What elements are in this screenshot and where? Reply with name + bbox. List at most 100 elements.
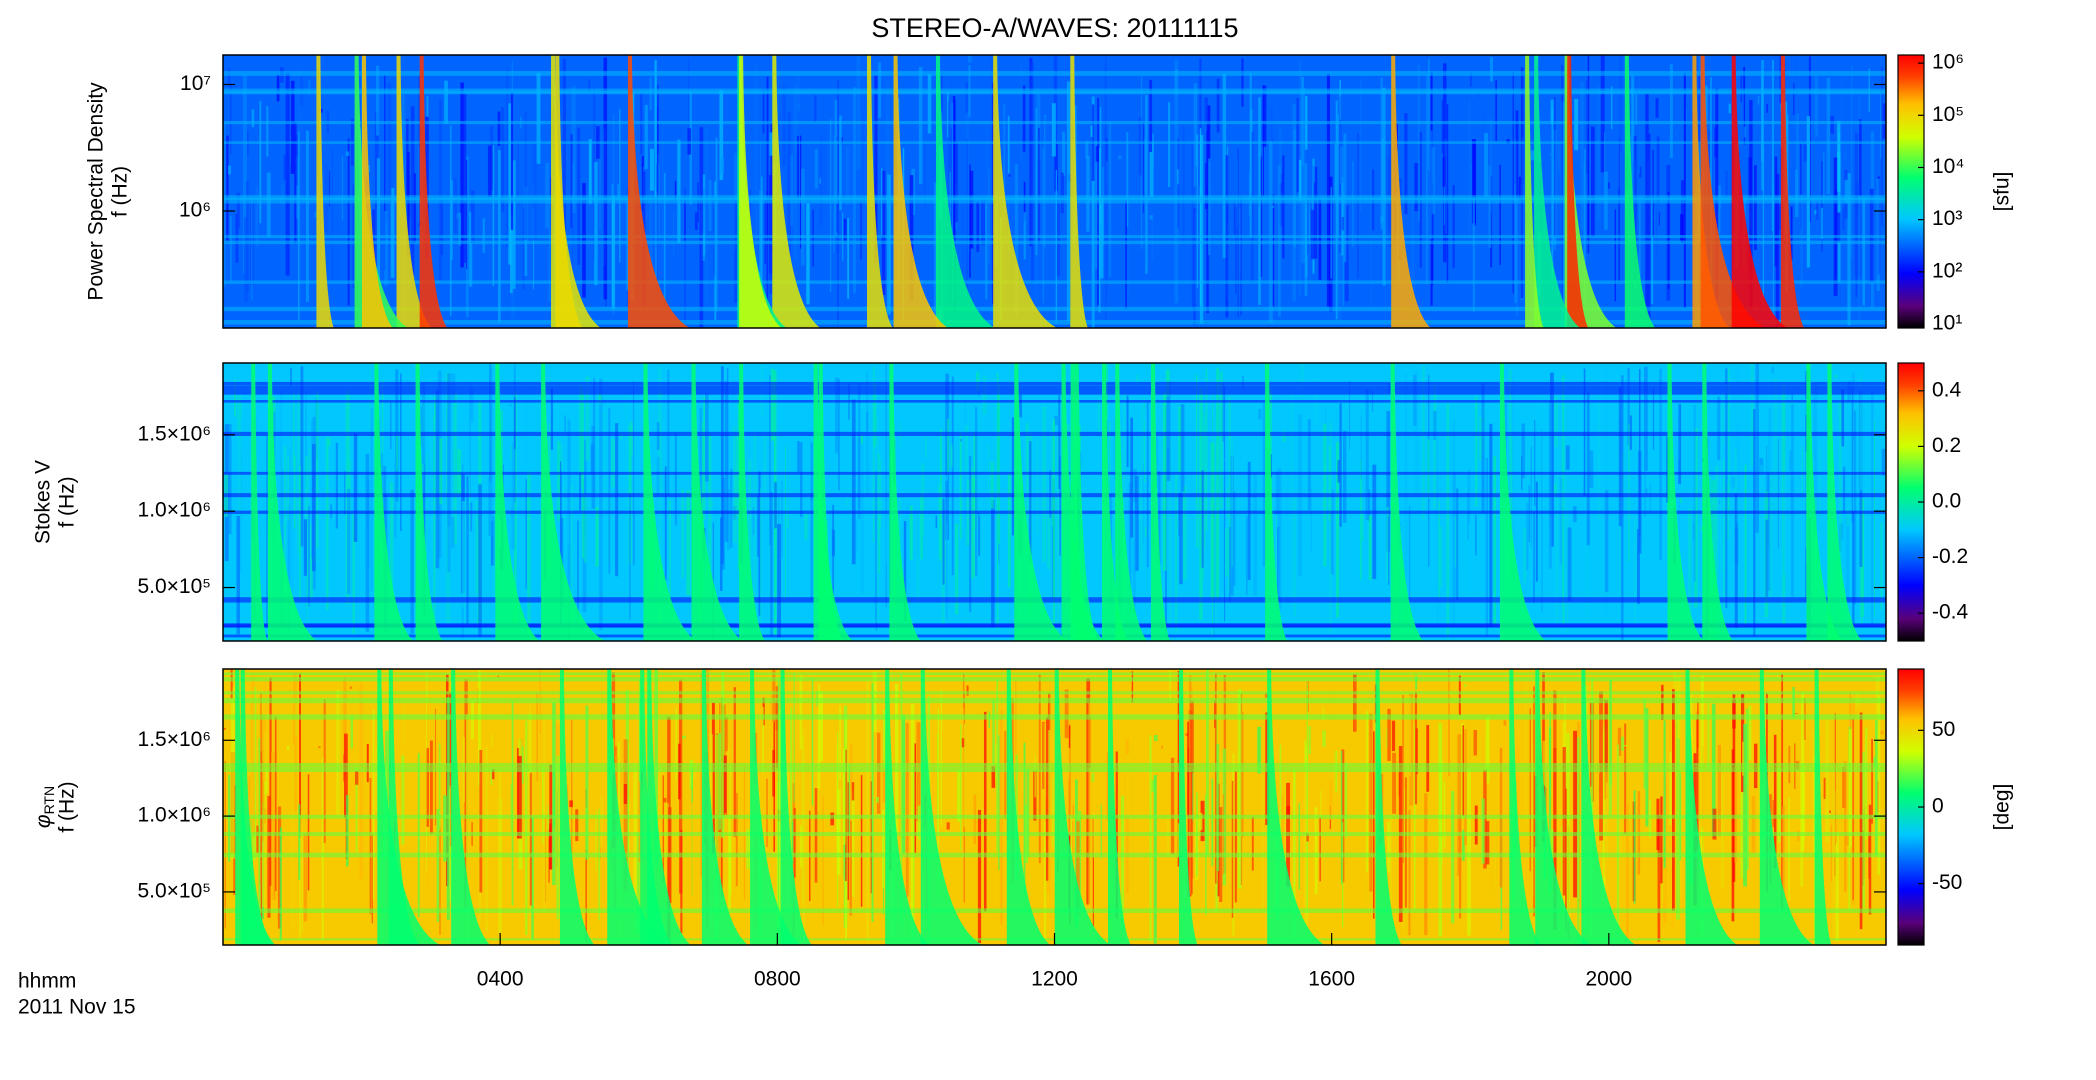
streak: [1298, 159, 1302, 201]
streak: [969, 170, 974, 249]
streak: [853, 86, 856, 294]
streak: [1555, 473, 1559, 626]
streak: [421, 382, 426, 538]
streak: [236, 515, 240, 635]
streak: [703, 396, 706, 520]
streak: [1204, 97, 1208, 123]
y-tick-label: 5.0×10⁵: [137, 879, 211, 902]
streak: [1873, 757, 1876, 768]
streak: [355, 767, 358, 853]
streak: [662, 775, 665, 882]
y-axis-label-symbol: φ: [32, 814, 55, 828]
burst: [1581, 669, 1636, 945]
streak: [385, 730, 389, 819]
streak: [944, 475, 948, 481]
streak: [426, 96, 429, 117]
streak: [1701, 771, 1705, 828]
streak: [960, 438, 962, 442]
streak: [1248, 172, 1251, 217]
streak: [644, 104, 648, 170]
streak: [1495, 80, 1498, 141]
streak: [292, 672, 297, 811]
streak: [1728, 103, 1731, 114]
streak: [849, 820, 852, 916]
streak: [1750, 363, 1754, 467]
band: [223, 597, 1886, 603]
streak: [491, 769, 495, 780]
streak: [1873, 420, 1875, 618]
streak: [985, 203, 988, 300]
streak: [1636, 529, 1640, 604]
streak: [1761, 60, 1765, 191]
streak: [1777, 767, 1781, 843]
streak: [1049, 680, 1051, 918]
streak: [633, 763, 638, 934]
streak: [1609, 679, 1612, 786]
streak: [872, 366, 875, 543]
streak: [462, 93, 467, 263]
streak: [527, 471, 531, 635]
streak: [510, 445, 512, 461]
streak: [1092, 818, 1094, 927]
streak: [318, 746, 321, 749]
streak: [1830, 115, 1835, 134]
streak: [1125, 200, 1127, 310]
streak: [506, 69, 509, 248]
streak: [228, 143, 231, 324]
streak: [725, 716, 728, 752]
streak: [1669, 64, 1673, 159]
burst: [1391, 55, 1431, 328]
streak: [599, 796, 604, 848]
burst: [1564, 55, 1617, 328]
streak: [913, 402, 917, 498]
streak: [236, 192, 240, 229]
streak: [1565, 788, 1567, 930]
streak: [1100, 804, 1102, 860]
streak: [1433, 384, 1437, 509]
streak: [1048, 693, 1051, 731]
streak: [1151, 780, 1155, 792]
burst: [251, 363, 268, 641]
streak: [1182, 485, 1187, 580]
burst: [739, 363, 766, 641]
colorbar-tick-label: -0.2: [1932, 545, 1968, 568]
streak: [775, 686, 779, 769]
streak: [1052, 419, 1056, 638]
streak: [1617, 727, 1622, 757]
streak: [460, 82, 464, 268]
streak: [1844, 761, 1847, 892]
streak: [1821, 161, 1823, 252]
streak: [1852, 510, 1855, 631]
streak: [251, 109, 255, 128]
streak: [1216, 744, 1220, 872]
streak: [1880, 93, 1882, 159]
streak: [1765, 519, 1769, 598]
streak: [969, 455, 972, 612]
streak: [800, 442, 803, 517]
streak: [1470, 163, 1473, 194]
streak: [547, 805, 549, 838]
streak: [708, 436, 712, 569]
streak: [228, 423, 232, 535]
streak: [335, 218, 339, 280]
streak: [390, 188, 395, 278]
streak: [303, 833, 308, 922]
streak: [1790, 206, 1793, 260]
streak: [714, 734, 719, 939]
streak: [1680, 180, 1685, 244]
streak: [810, 442, 813, 600]
streak: [1854, 133, 1859, 277]
streak: [336, 689, 340, 816]
streak: [641, 156, 644, 167]
streak: [1005, 190, 1010, 231]
streak: [531, 184, 535, 197]
streak: [1850, 65, 1853, 258]
streak: [418, 73, 421, 227]
streak: [1149, 79, 1153, 153]
band: [223, 677, 1886, 682]
streak: [556, 755, 560, 920]
streak: [812, 209, 814, 267]
streak: [236, 395, 241, 438]
streak: [287, 456, 289, 522]
streak: [1580, 372, 1584, 480]
